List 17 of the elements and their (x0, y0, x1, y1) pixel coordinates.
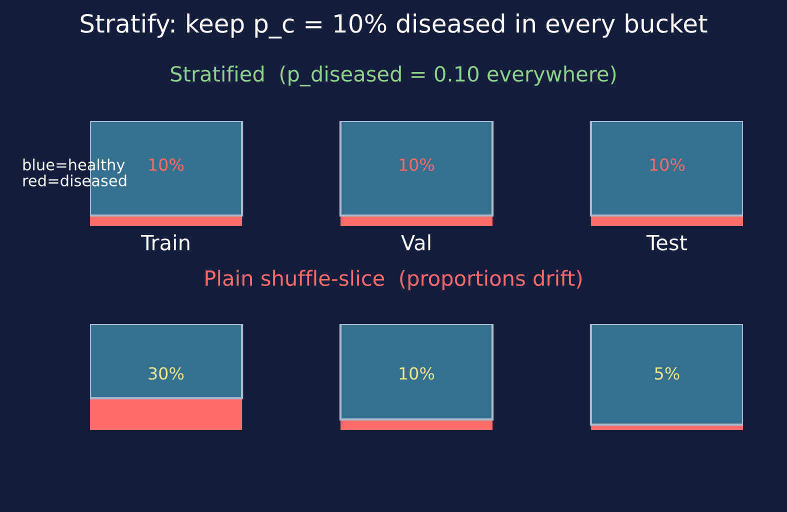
bar (339, 324, 494, 420)
data-label: 30% (148, 367, 184, 380)
chart-title: Stratify: keep p_c = 10% diseased in every bucket (80, 14, 708, 38)
x-tick-label: Val (401, 234, 430, 250)
data-label: 10% (650, 158, 685, 171)
chart-title: Plain shuffle-slice (proportions drift) (206, 270, 582, 290)
chart-subtitle: Stratified (p_diseased = 0.10 everywhere) (170, 66, 616, 86)
bar (340, 419, 493, 430)
data-label: 10% (400, 158, 434, 171)
data-label: 5% (655, 367, 680, 380)
bar (90, 324, 244, 400)
bar (90, 398, 242, 430)
bar (590, 324, 743, 426)
data-label: 10% (400, 367, 434, 380)
x-tick-label: Train (140, 234, 190, 250)
data-label: 10% (149, 158, 184, 171)
x-tick-label: Test (646, 234, 687, 250)
